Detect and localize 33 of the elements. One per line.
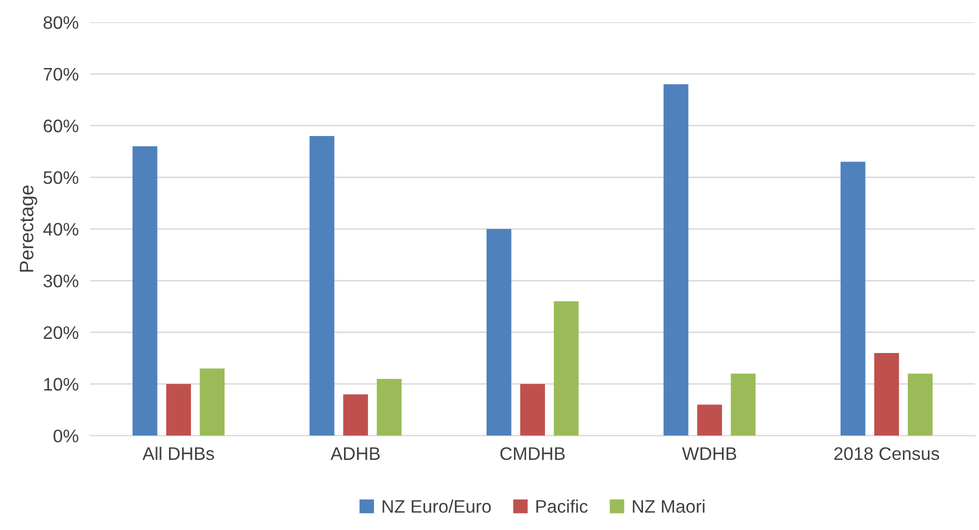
bar xyxy=(520,384,545,436)
bar xyxy=(166,384,191,436)
bar xyxy=(730,374,756,436)
bar xyxy=(486,228,512,436)
y-tick-label: 40% xyxy=(43,222,78,236)
bar xyxy=(908,374,933,436)
x-tick-label: CMDHB xyxy=(500,447,565,460)
x-tick-label: All DHBs xyxy=(142,446,214,460)
x-tick-label: 2018 Census xyxy=(834,447,940,460)
y-tick-label: 10% xyxy=(44,378,78,391)
x-tick-label: WDHB xyxy=(682,447,736,460)
y-tick-label: 80% xyxy=(44,16,78,29)
bar xyxy=(874,352,899,436)
bar xyxy=(343,394,368,436)
bar xyxy=(664,84,688,436)
bar xyxy=(310,136,334,436)
x-tick-label: ADHB xyxy=(330,447,380,460)
y-tick-label: 60% xyxy=(44,120,78,132)
bar xyxy=(697,404,722,436)
legend-label: NZ Maori xyxy=(632,500,704,513)
y-tick-label: 0% xyxy=(54,430,78,442)
legend-label: NZ Euro/Euro xyxy=(382,500,491,513)
y-tick-label: 50% xyxy=(44,171,78,184)
bar xyxy=(200,368,225,436)
y-tick-label: 30% xyxy=(44,274,78,288)
bar xyxy=(554,301,579,436)
bar xyxy=(840,162,866,436)
y-tick-label: 70% xyxy=(44,68,78,81)
y-axis-title: Perectage xyxy=(20,186,38,272)
bar xyxy=(132,146,158,436)
y-tick-label: 20% xyxy=(44,326,78,340)
legend-label: Pacific xyxy=(536,500,588,513)
bar xyxy=(376,378,402,436)
